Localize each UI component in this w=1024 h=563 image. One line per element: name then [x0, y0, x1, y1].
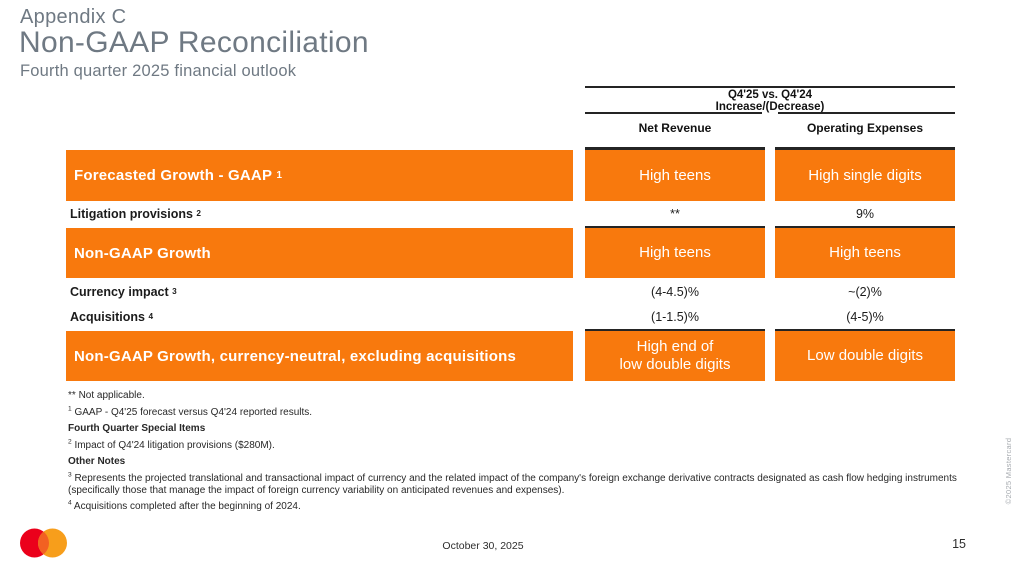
cell-currency-neutral-operating-expenses: Low double digits	[775, 331, 955, 381]
table-rule	[585, 328, 765, 331]
cell-non-gaap-net-revenue: High teens	[585, 228, 765, 278]
table-rule	[585, 225, 765, 228]
row-label-acquisitions: Acquisitions 4	[70, 310, 154, 324]
page-subtitle: Fourth quarter 2025 financial outlook	[20, 62, 297, 80]
row-label-non-gaap-currency-neutral: Non-GAAP Growth, currency-neutral, exclu…	[66, 331, 573, 381]
footnote-marker: **	[68, 390, 76, 401]
footnote-marker: 4	[68, 499, 72, 507]
table-rule	[775, 147, 955, 150]
cell-currency-net-revenue: (4-4.5)%	[651, 284, 699, 299]
footnote-gaap-definition: 1 GAAP - Q4'25 forecast versus Q4'24 rep…	[68, 405, 973, 419]
row-label-text: Litigation provisions	[70, 207, 193, 221]
page-title: Non-GAAP Reconciliation	[19, 26, 369, 59]
cell-acquisitions-net-revenue: (1-1.5)%	[651, 309, 699, 324]
footnote-text: Not applicable.	[78, 390, 145, 401]
row-label-litigation-provisions: Litigation provisions 2	[70, 207, 201, 221]
cell-acquisitions-operating-expenses: (4-5)%	[846, 309, 884, 324]
row-label-forecasted-growth-gaap: Forecasted Growth - GAAP 1	[66, 150, 573, 201]
footnote-litigation-impact: 2 Impact of Q4'24 litigation provisions …	[68, 438, 973, 452]
row-label-text: Non-GAAP Growth	[74, 244, 211, 262]
footnote-text: Represents the projected translational a…	[68, 472, 957, 496]
table-header-rule-col2	[778, 112, 955, 114]
footnote-marker: 3	[68, 471, 72, 479]
footnote-text: Fourth Quarter Special Items	[68, 423, 206, 434]
column-header-net-revenue: Net Revenue	[638, 121, 712, 135]
copyright-sidebar: ©2025 Mastercard	[1004, 437, 1013, 505]
table-rule	[775, 225, 955, 228]
footnote-other-notes-heading: Other Notes	[68, 456, 973, 468]
footnote-acquisitions-note: 4 Acquisitions completed after the begin…	[68, 499, 973, 513]
row-label-currency-impact: Currency impact 3	[70, 285, 177, 299]
footer-date: October 30, 2025	[442, 540, 524, 552]
cell-litigation-operating-expenses: 9%	[855, 206, 875, 221]
row-label-text: Acquisitions	[70, 310, 146, 324]
table-header-rule-col1	[585, 112, 762, 114]
footnote-not-applicable: ** Not applicable.	[68, 390, 973, 402]
footnote-text: Other Notes	[68, 456, 126, 467]
footnotes-section: ** Not applicable. 1 GAAP - Q4'25 foreca…	[68, 390, 973, 518]
table-header-top-rule	[585, 86, 955, 88]
footnote-special-items-heading: Fourth Quarter Special Items	[68, 423, 973, 435]
footnote-text: Acquisitions completed after the beginni…	[73, 501, 301, 512]
table-rule	[775, 328, 955, 331]
footnote-text: Impact of Q4'24 litigation provisions ($…	[74, 439, 275, 451]
footnote-marker: 2	[68, 438, 72, 446]
comparison-line1: Q4'25 vs. Q4'24	[727, 89, 813, 101]
cell-currency-neutral-net-revenue: High end of low double digits	[585, 331, 765, 381]
table-rule	[585, 147, 765, 150]
row-label-text: Forecasted Growth - GAAP	[74, 167, 273, 184]
comparison-line2: Increase/(Decrease)	[715, 100, 825, 113]
footnote-text: GAAP - Q4'25 forecast versus Q4'24 repor…	[74, 406, 313, 418]
cell-forecasted-gaap-operating-expenses: High single digits	[775, 150, 955, 201]
row-label-text: Currency impact	[70, 285, 169, 299]
cell-litigation-net-revenue: **	[670, 206, 680, 221]
appendix-label: Appendix C	[20, 6, 127, 28]
cell-forecasted-gaap-net-revenue: High teens	[585, 150, 765, 201]
column-header-operating-expenses: Operating Expenses	[806, 121, 924, 135]
table-comparison-header: Q4'25 vs. Q4'24 Increase/(Decrease)	[585, 89, 955, 113]
cell-currency-operating-expenses: ~(2)%	[848, 284, 882, 299]
mastercard-logo-icon	[20, 528, 67, 558]
cell-non-gaap-operating-expenses: High teens	[775, 228, 955, 278]
footnote-marker: 1	[68, 405, 72, 413]
page-number: 15	[952, 537, 966, 551]
row-label-non-gaap-growth: Non-GAAP Growth	[66, 228, 573, 278]
footnote-currency-note: 3 Represents the projected translational…	[68, 471, 973, 497]
row-label-text: Non-GAAP Growth, currency-neutral, exclu…	[74, 347, 517, 365]
